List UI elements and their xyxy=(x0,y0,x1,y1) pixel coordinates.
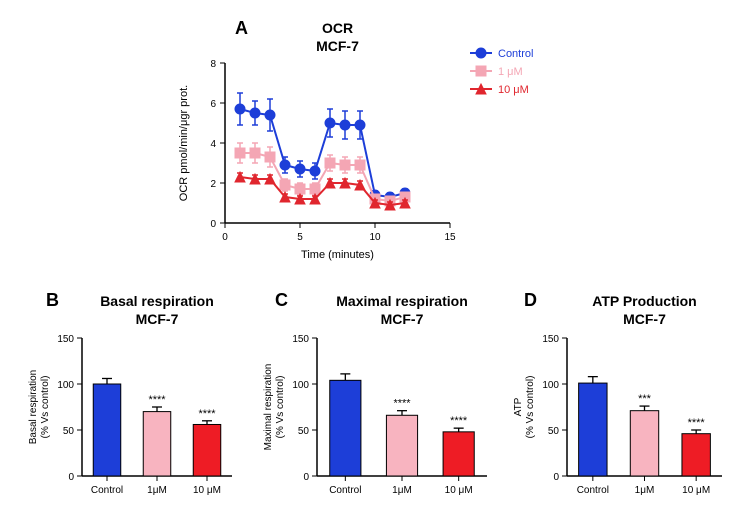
svg-text:0: 0 xyxy=(222,232,228,243)
svg-text:****: **** xyxy=(450,415,468,427)
svg-text:15: 15 xyxy=(444,232,456,243)
svg-text:150: 150 xyxy=(542,334,559,345)
svg-text:(% Vs control): (% Vs control) xyxy=(525,376,536,439)
svg-text:MCF-7: MCF-7 xyxy=(381,311,424,327)
svg-text:50: 50 xyxy=(298,426,310,437)
svg-text:(% Vs control): (% Vs control) xyxy=(40,376,51,439)
svg-text:OCR: OCR xyxy=(322,20,353,36)
svg-text:Basal respiration: Basal respiration xyxy=(100,293,214,309)
svg-text:10 μM: 10 μM xyxy=(498,84,529,96)
svg-text:ATP: ATP xyxy=(513,397,524,416)
svg-text:10 μM: 10 μM xyxy=(445,485,473,496)
svg-text:OCR pmol/min/μgr prot.: OCR pmol/min/μgr prot. xyxy=(178,85,190,201)
panel-c-chart: Maximal respiration MCF-7 0 50 100 150 Maximal… xyxy=(255,290,500,515)
svg-text:150: 150 xyxy=(292,334,309,345)
svg-text:10 μM: 10 μM xyxy=(682,485,710,496)
svg-text:100: 100 xyxy=(57,380,74,391)
svg-text:0: 0 xyxy=(553,472,559,483)
svg-text:Control: Control xyxy=(329,485,361,496)
svg-text:Control: Control xyxy=(91,485,123,496)
svg-text:10 μM: 10 μM xyxy=(193,485,221,496)
svg-text:0: 0 xyxy=(303,472,309,483)
svg-text:100: 100 xyxy=(292,380,309,391)
panel-d-chart: ATP Production MCF-7 0 50 100 150 ATP(% Vs con… xyxy=(505,290,735,515)
svg-text:150: 150 xyxy=(57,334,74,345)
panel-a-chart: OCR MCF-7 0 5 10 15 0 2 4 6 8 Time (minutes) OCR pmo… xyxy=(150,15,590,265)
svg-text:50: 50 xyxy=(63,426,75,437)
svg-text:0: 0 xyxy=(68,472,74,483)
svg-text:****: **** xyxy=(393,398,411,410)
svg-text:****: **** xyxy=(688,417,706,429)
svg-text:Time (minutes): Time (minutes) xyxy=(301,249,374,261)
svg-text:2: 2 xyxy=(210,179,216,190)
svg-text:0: 0 xyxy=(210,219,216,230)
svg-text:ATP Production: ATP Production xyxy=(592,293,696,309)
svg-text:10: 10 xyxy=(369,232,381,243)
svg-text:1μM: 1μM xyxy=(147,485,167,496)
svg-text:Maximal respiration: Maximal respiration xyxy=(336,293,468,309)
svg-text:Control: Control xyxy=(577,485,609,496)
svg-text:****: **** xyxy=(148,394,166,406)
svg-text:1μM: 1μM xyxy=(392,485,412,496)
svg-text:1μM: 1μM xyxy=(635,485,655,496)
svg-text:MCF-7: MCF-7 xyxy=(623,311,666,327)
svg-text:6: 6 xyxy=(210,99,216,110)
svg-text:****: **** xyxy=(198,408,216,420)
panel-b-chart: Basal respiration MCF-7 0 50 100 150 Basal res… xyxy=(20,290,245,515)
svg-text:***: *** xyxy=(638,393,652,405)
svg-text:8: 8 xyxy=(210,59,216,70)
svg-text:MCF-7: MCF-7 xyxy=(316,38,359,54)
svg-text:1 μM: 1 μM xyxy=(498,66,523,78)
svg-text:Control: Control xyxy=(498,48,533,60)
svg-text:4: 4 xyxy=(210,139,216,150)
svg-text:Basal respiration: Basal respiration xyxy=(28,370,39,444)
svg-text:100: 100 xyxy=(542,380,559,391)
svg-text:MCF-7: MCF-7 xyxy=(136,311,179,327)
svg-text:Maximal respiration: Maximal respiration xyxy=(263,364,274,451)
svg-text:5: 5 xyxy=(297,232,303,243)
svg-text:(% Vs control): (% Vs control) xyxy=(275,376,286,439)
svg-text:50: 50 xyxy=(548,426,560,437)
